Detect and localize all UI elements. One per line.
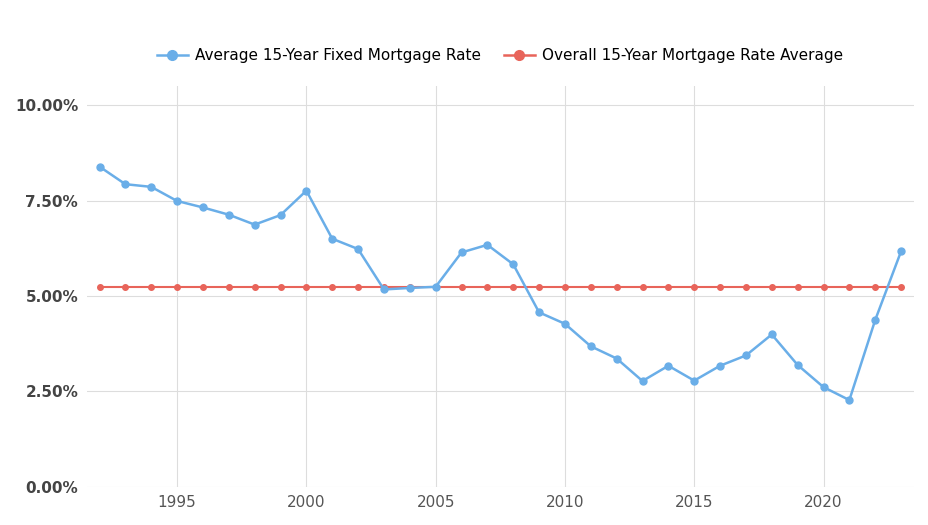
Legend: Average 15-Year Fixed Mortgage Rate, Overall 15-Year Mortgage Rate Average: Average 15-Year Fixed Mortgage Rate, Ove… [151,41,849,69]
